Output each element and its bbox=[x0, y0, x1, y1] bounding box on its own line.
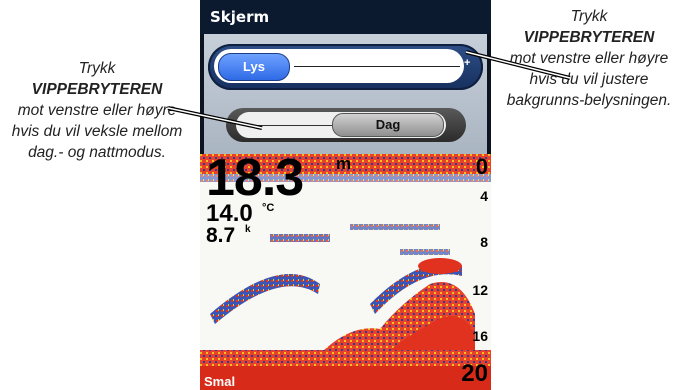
depth-scale-tick: 8 bbox=[480, 234, 488, 250]
temperature-unit: °C bbox=[262, 202, 275, 214]
depth-scale-tick: 0 bbox=[475, 154, 488, 179]
brightness-slider[interactable]: Lys + bbox=[208, 44, 483, 90]
device-screen: Skjerm Lys + Dag bbox=[200, 0, 491, 390]
speed-unit: k bbox=[245, 224, 251, 235]
mode-toggle-line bbox=[242, 125, 332, 126]
plus-icon: + bbox=[464, 57, 471, 69]
depth-scale-tick: 12 bbox=[472, 282, 488, 298]
brightness-slider-knob[interactable]: Lys bbox=[218, 53, 290, 81]
speed-readout: 8.7 bbox=[206, 224, 236, 247]
sonar-view: 18.3 m 14.0 °C 8.7 k 0 4 8 12 16 20 Smal bbox=[200, 154, 491, 390]
depth-scale-tick: 20 bbox=[461, 360, 488, 387]
depth-scale-tick: 4 bbox=[480, 188, 488, 204]
mode-toggle-knob[interactable]: Dag bbox=[332, 113, 444, 137]
brightness-slider-line bbox=[294, 66, 460, 67]
screen-title: Skjerm bbox=[210, 8, 270, 26]
day-night-mode-toggle[interactable]: Dag bbox=[226, 108, 466, 142]
mode-toggle-track: Dag bbox=[236, 112, 446, 138]
depth-unit: m bbox=[336, 154, 352, 173]
callout-left-line1: Trykk bbox=[78, 60, 116, 77]
callout-left-bold: VIPPEBRYTEREN bbox=[31, 81, 163, 98]
callout-right-line1: Trykk bbox=[570, 8, 608, 25]
leader-line-right-inner bbox=[465, 51, 571, 79]
mode-label: Dag bbox=[375, 117, 401, 132]
title-bar: Skjerm bbox=[200, 0, 491, 34]
callout-mode-instruction: Trykk VIPPEBRYTEREN mot venstre eller hø… bbox=[2, 58, 192, 163]
sonar-echo-image bbox=[200, 154, 491, 390]
temperature-readout: 14.0 bbox=[206, 200, 253, 227]
callout-right-bold: VIPPEBRYTEREN bbox=[523, 29, 655, 46]
leader-line-left-inner bbox=[167, 107, 263, 129]
brightness-slider-track: Lys bbox=[214, 49, 464, 83]
brightness-label: Lys bbox=[243, 59, 265, 74]
callout-left-rest: mot venstre eller høyre hvis du vil veks… bbox=[11, 102, 183, 161]
display-settings-panel: Lys + Dag bbox=[204, 34, 487, 154]
depth-scale-tick: 16 bbox=[472, 328, 488, 344]
beam-mode-label: Smal bbox=[204, 374, 236, 389]
depth-readout: 18.3 bbox=[206, 154, 304, 207]
